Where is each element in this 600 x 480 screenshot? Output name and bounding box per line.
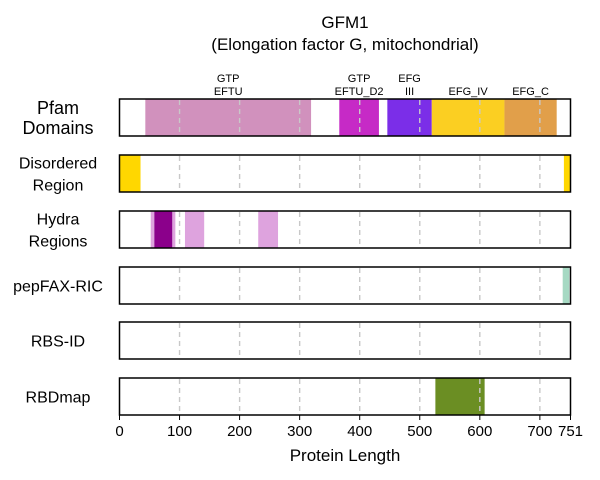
segment-bar — [387, 99, 432, 136]
track-label: RBDmap — [26, 389, 91, 406]
domain-label: GTP — [348, 73, 371, 85]
x-axis: 0 100 200 300 400 500 600 700 751 — [115, 415, 583, 440]
x-tick-label: 100 — [167, 423, 192, 440]
track-hydra-regions: Hydra Regions — [29, 210, 572, 250]
segment-bar — [562, 267, 570, 304]
x-tick-label: 700 — [527, 423, 552, 440]
x-tick-label: 400 — [347, 423, 372, 440]
track-label: pepFAX-RIC — [13, 278, 103, 295]
domain-label: GTP — [217, 73, 240, 85]
domain-label: III — [405, 86, 414, 98]
segment-bar — [172, 211, 176, 248]
segment-bar — [145, 99, 312, 136]
track-label: Disordered Region — [19, 155, 97, 194]
track-label: RBS-ID — [31, 333, 85, 350]
track-label: Pfam Domains — [22, 98, 93, 138]
x-tick-label: 0 — [115, 423, 123, 440]
track-frame — [118, 210, 572, 249]
track-label: Hydra Regions — [29, 211, 88, 250]
chart-subtitle: (Elongation factor G, mitochondrial) — [211, 35, 478, 54]
x-tick-label: 751 — [558, 423, 583, 440]
track-pepfax-ric: pepFAX-RIC — [13, 266, 572, 305]
track-disordered-region: Disordered Region — [19, 154, 572, 194]
domain-label: EFG_IV — [449, 86, 489, 98]
x-tick-label: 500 — [407, 423, 432, 440]
segment-bar — [258, 211, 279, 248]
track-frame — [118, 98, 572, 137]
x-tick-label: 300 — [287, 423, 312, 440]
track-rbs-id: RBS-ID — [31, 321, 572, 360]
x-axis-label: Protein Length — [290, 446, 401, 465]
domain-label: EFTU_D2 — [335, 86, 384, 98]
x-tick-label: 200 — [227, 423, 252, 440]
segment-bar — [154, 211, 173, 248]
segment-bar — [150, 211, 155, 248]
track-rbdmap: RBDmap — [26, 377, 572, 416]
segment-bar — [119, 155, 141, 192]
segment-bar — [435, 378, 485, 415]
track-frame — [118, 154, 572, 193]
chart-title: GFM1 — [321, 13, 368, 32]
domain-label: EFG — [398, 73, 421, 85]
track-frame — [118, 377, 572, 416]
domain-label: EFTU — [214, 86, 243, 98]
segment-bar — [504, 99, 557, 136]
track-frame — [118, 321, 572, 360]
segment-bar — [184, 211, 205, 248]
track-frame — [118, 266, 572, 305]
segment-bar — [431, 99, 505, 136]
domain-label: EFG_C — [512, 86, 549, 98]
x-tick-label: 600 — [467, 423, 492, 440]
segment-bar — [563, 155, 571, 192]
